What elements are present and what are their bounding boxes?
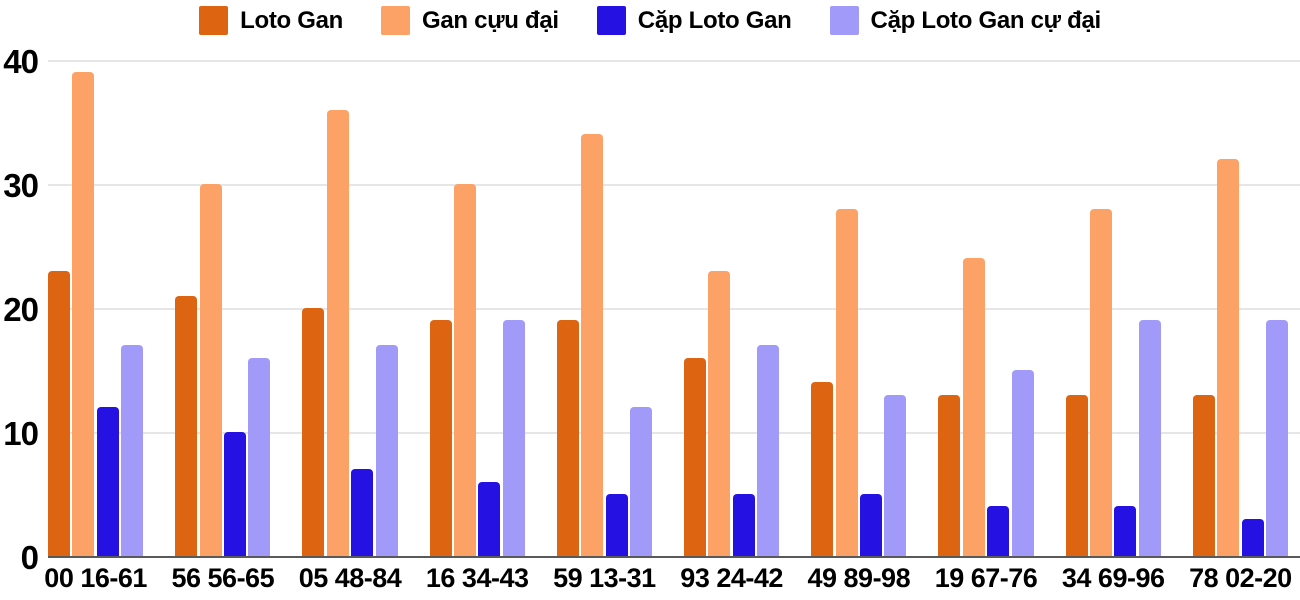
legend-label: Loto Gan — [240, 6, 344, 34]
bar[interactable] — [1217, 159, 1240, 556]
bar[interactable] — [684, 357, 706, 556]
x-axis-line — [48, 556, 1300, 558]
bar[interactable] — [757, 345, 780, 556]
x-tick-label: 34 69-96 — [1061, 563, 1165, 593]
y-tick-label: 10 — [3, 415, 39, 452]
bar[interactable] — [987, 506, 1010, 556]
bar[interactable] — [605, 494, 628, 556]
bar[interactable] — [884, 394, 907, 556]
legend-label: Gan cựu đại — [422, 6, 559, 34]
bar[interactable] — [1090, 208, 1112, 556]
bar[interactable] — [48, 270, 70, 556]
bar[interactable] — [429, 320, 452, 556]
bar[interactable] — [96, 407, 119, 556]
legend-item: Loto Gan — [199, 6, 343, 35]
bar[interactable] — [811, 382, 834, 556]
legend-color-swatch-icon — [596, 6, 626, 35]
x-tick-label: 19 67-76 — [934, 563, 1038, 593]
bar[interactable] — [1011, 370, 1034, 556]
bar[interactable] — [224, 432, 246, 556]
bar[interactable] — [326, 109, 349, 556]
bar[interactable] — [556, 320, 579, 556]
x-tick-label: 00 16-61 — [44, 563, 147, 593]
bar[interactable] — [1065, 394, 1088, 556]
bar[interactable] — [502, 320, 525, 556]
bar[interactable] — [1241, 518, 1264, 556]
bar[interactable] — [581, 134, 604, 556]
legend-color-swatch-icon — [381, 6, 411, 35]
bar[interactable] — [938, 394, 961, 556]
x-tick-label: 59 13-31 — [553, 563, 656, 593]
gridline — [48, 60, 1300, 62]
legend-label: Cặp Loto Gan cự đại — [870, 6, 1102, 34]
x-tick-label: 56 56-65 — [171, 563, 275, 593]
legend-item: Cặp Loto Gan — [596, 6, 792, 35]
gridline — [48, 308, 1300, 310]
bar[interactable] — [630, 407, 652, 556]
x-tick-label: 16 34-43 — [425, 563, 529, 593]
bar[interactable] — [72, 72, 95, 556]
bar[interactable] — [351, 469, 374, 556]
bar[interactable] — [1114, 506, 1137, 556]
bar[interactable] — [454, 184, 476, 556]
bar[interactable] — [835, 208, 858, 556]
legend-item: Gan cựu đại — [381, 6, 559, 35]
chart-legend: Loto Gan Gan cựu đại Cặp Loto Gan Cặp Loto … — [0, 6, 1300, 35]
bar[interactable] — [1138, 320, 1161, 556]
bar[interactable] — [962, 258, 985, 556]
bar[interactable] — [248, 357, 271, 556]
y-tick-label: 30 — [3, 167, 39, 204]
bar[interactable] — [1192, 394, 1215, 556]
bar[interactable] — [860, 494, 882, 556]
bar[interactable] — [175, 295, 198, 556]
y-tick-label: 20 — [3, 291, 39, 328]
x-tick-label: 93 24-42 — [680, 563, 783, 593]
x-tick-label: 78 02-20 — [1189, 563, 1292, 593]
legend-color-swatch-icon — [199, 6, 229, 35]
y-tick-label: 0 — [20, 539, 39, 576]
gridline — [48, 432, 1300, 434]
legend-color-swatch-icon — [829, 6, 859, 35]
x-tick-label: 49 89-98 — [807, 563, 911, 593]
x-tick-label: 05 48-84 — [298, 563, 402, 593]
legend-label: Cặp Loto Gan — [637, 6, 792, 34]
legend-item: Cặp Loto Gan cự đại — [829, 6, 1102, 35]
bar[interactable] — [121, 345, 144, 556]
bar[interactable] — [1266, 320, 1288, 556]
bar[interactable] — [732, 494, 755, 556]
y-tick-label: 40 — [3, 43, 39, 80]
bar[interactable] — [302, 308, 325, 556]
bar[interactable] — [708, 270, 731, 556]
bar[interactable] — [199, 184, 222, 556]
bar[interactable] — [478, 481, 501, 556]
gridline — [48, 184, 1300, 186]
bar[interactable] — [375, 345, 398, 556]
